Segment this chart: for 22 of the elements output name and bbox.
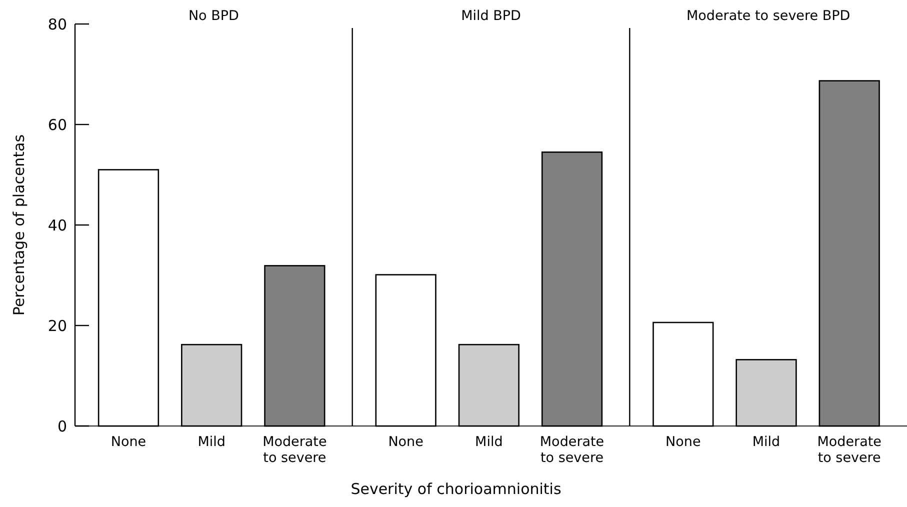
bar [181,344,242,427]
x-axis-title: Severity of chorioamnionitis [350,480,562,498]
x-tick-label: Mild [752,434,780,450]
chart-title: Mild BPD [461,8,521,24]
x-tick-label: None [110,434,146,450]
x-tick-label: None [666,434,701,450]
y-tick-label: 20 [48,316,67,335]
bar [98,169,160,427]
y-axis-title: Percentage of placentas [10,134,28,316]
y-tick-label: 40 [48,216,67,234]
x-tick-label: Moderate to severe [817,434,882,466]
y-tick-label: 60 [48,116,67,134]
x-tick-label: Moderate to severe [262,434,327,466]
chart-title: No BPD [188,8,239,24]
x-tick-label: Moderate to severe [540,434,604,466]
x-tick-label: None [388,434,424,450]
x-tick-label: Mild [198,434,226,450]
chart-title: Moderate to severe BPD [686,8,850,24]
x-tick-label: Mild [475,434,503,450]
y-tick-label: 80 [48,15,67,34]
bar [264,265,326,427]
y-tick-label: 0 [57,417,67,436]
